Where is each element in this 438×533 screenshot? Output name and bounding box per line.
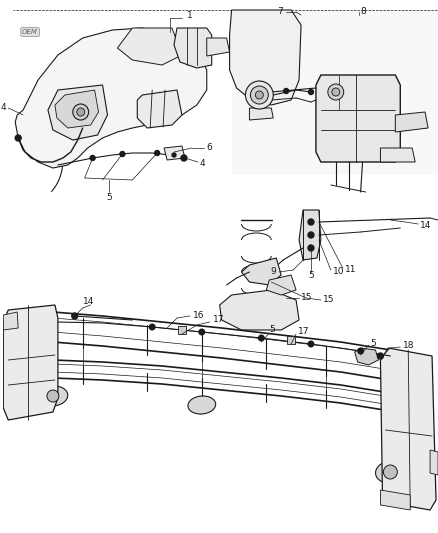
Text: 10: 10: [332, 268, 343, 277]
Circle shape: [15, 135, 21, 141]
Polygon shape: [395, 112, 427, 132]
Polygon shape: [206, 38, 229, 56]
Text: 18: 18: [403, 342, 414, 351]
Text: OEM: OEM: [22, 29, 38, 35]
Ellipse shape: [374, 461, 404, 483]
Text: 4: 4: [199, 158, 205, 167]
Polygon shape: [4, 312, 18, 330]
Text: 1: 1: [187, 12, 192, 20]
Text: 17: 17: [297, 327, 309, 336]
Text: 5: 5: [268, 326, 275, 335]
Circle shape: [73, 104, 88, 120]
Polygon shape: [117, 28, 181, 65]
Circle shape: [327, 84, 343, 100]
Circle shape: [77, 108, 85, 116]
Polygon shape: [219, 290, 298, 330]
Circle shape: [120, 151, 124, 157]
Text: 16: 16: [192, 311, 204, 319]
Ellipse shape: [38, 386, 67, 406]
Circle shape: [307, 341, 313, 347]
Text: 11: 11: [344, 265, 355, 274]
Text: 15: 15: [322, 295, 334, 304]
Text: 5: 5: [307, 271, 313, 280]
Circle shape: [307, 245, 313, 251]
Circle shape: [307, 219, 313, 225]
Polygon shape: [266, 275, 295, 295]
Polygon shape: [380, 348, 435, 510]
Circle shape: [245, 81, 272, 109]
Circle shape: [149, 324, 155, 330]
Circle shape: [255, 91, 263, 99]
Circle shape: [357, 348, 363, 354]
Polygon shape: [380, 490, 409, 510]
Circle shape: [331, 88, 339, 96]
Polygon shape: [15, 28, 206, 168]
Ellipse shape: [187, 396, 215, 414]
Polygon shape: [164, 146, 184, 160]
Circle shape: [154, 150, 159, 156]
Circle shape: [250, 86, 268, 104]
Circle shape: [377, 353, 382, 359]
Text: 4: 4: [0, 102, 6, 111]
Polygon shape: [241, 258, 281, 285]
Circle shape: [283, 88, 288, 93]
Polygon shape: [315, 75, 399, 162]
Circle shape: [307, 232, 313, 238]
Circle shape: [258, 335, 264, 341]
Text: 7: 7: [277, 7, 283, 17]
Text: 8: 8: [360, 7, 365, 17]
Ellipse shape: [402, 479, 427, 497]
Polygon shape: [429, 450, 437, 475]
Polygon shape: [4, 305, 58, 420]
Polygon shape: [173, 28, 211, 68]
Polygon shape: [249, 108, 272, 120]
Polygon shape: [380, 148, 414, 162]
Circle shape: [180, 155, 187, 161]
Text: 6: 6: [206, 143, 212, 152]
Polygon shape: [229, 10, 300, 105]
Text: 17: 17: [212, 316, 224, 325]
Text: 5: 5: [106, 193, 112, 203]
Text: 15: 15: [300, 294, 312, 303]
Circle shape: [308, 90, 313, 94]
Text: 5: 5: [370, 338, 375, 348]
Text: 14: 14: [419, 221, 431, 230]
Polygon shape: [137, 90, 181, 128]
Text: 14: 14: [83, 297, 94, 306]
Polygon shape: [354, 348, 378, 365]
Text: 9: 9: [270, 268, 276, 277]
Circle shape: [72, 313, 78, 319]
Circle shape: [382, 465, 396, 479]
Circle shape: [198, 329, 204, 335]
Polygon shape: [48, 85, 107, 140]
Polygon shape: [231, 10, 438, 175]
Circle shape: [172, 153, 176, 157]
Polygon shape: [298, 210, 320, 260]
Polygon shape: [177, 326, 186, 334]
Polygon shape: [55, 90, 99, 128]
Polygon shape: [286, 336, 294, 344]
Circle shape: [47, 390, 59, 402]
Circle shape: [90, 156, 95, 160]
